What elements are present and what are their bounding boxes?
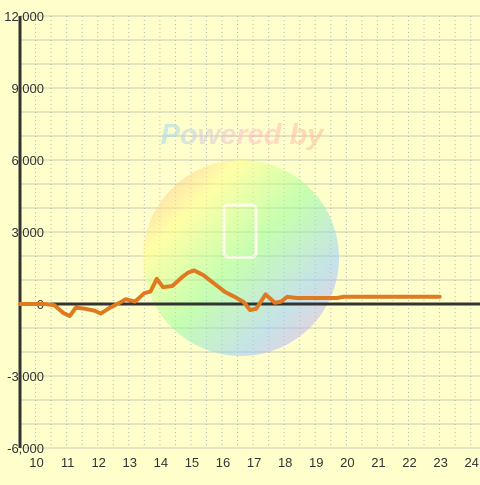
- x-tick-label: 11: [61, 455, 75, 470]
- x-tick-label: 12: [91, 455, 105, 470]
- x-tick-label: 24: [464, 455, 478, 470]
- series-layer: [18, 268, 442, 318]
- series-line: [18, 268, 442, 318]
- y-tick-label: 3,000: [11, 225, 44, 240]
- watermark-text: Powered by: [161, 119, 326, 151]
- y-tick-label: -6,000: [7, 441, 44, 456]
- x-tick-label: 19: [309, 455, 323, 470]
- watermark-logo-glyph: [222, 203, 258, 259]
- x-tick-label: 17: [247, 455, 261, 470]
- x-tick-label: 23: [433, 455, 447, 470]
- x-tick-label: 22: [402, 455, 416, 470]
- x-tick-label: 18: [278, 455, 292, 470]
- x-tick-label: 10: [29, 455, 43, 470]
- x-tick-label: 16: [216, 455, 230, 470]
- y-tick-label: 9,000: [11, 81, 44, 96]
- x-tick-label: 21: [371, 455, 385, 470]
- watermark: Powered by: [143, 119, 339, 356]
- x-tick-label: 20: [340, 455, 354, 470]
- y-tick-label: -3,000: [7, 369, 44, 384]
- x-tick-label: 13: [123, 455, 137, 470]
- y-tick-label: 12,000: [4, 9, 44, 24]
- axes: [18, 16, 480, 448]
- x-tick-label: 15: [185, 455, 199, 470]
- x-tick-label: 14: [154, 455, 168, 470]
- y-tick-label: 6,000: [11, 153, 44, 168]
- grid: [19, 15, 480, 449]
